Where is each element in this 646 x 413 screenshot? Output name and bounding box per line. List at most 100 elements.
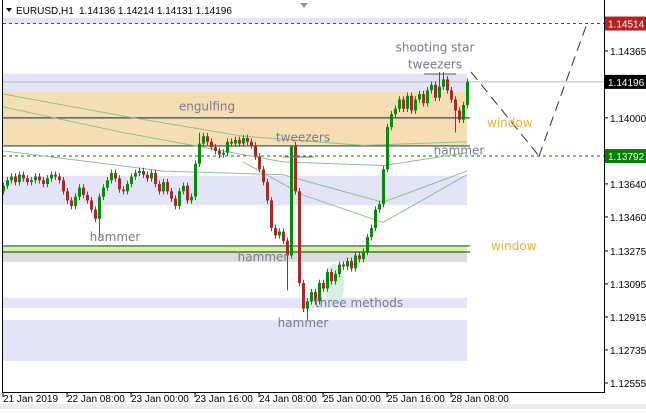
chart-shift-marker (300, 3, 308, 8)
price-tick-label: 1.13275 (610, 247, 646, 258)
moving-average-line (242, 161, 468, 223)
annotation-hammer: hammer (434, 144, 485, 158)
candle-body (278, 231, 281, 236)
candle-body (234, 139, 237, 144)
candle-body (222, 152, 225, 155)
candle-body (286, 240, 289, 256)
candle-body (74, 196, 77, 206)
candle-body (410, 95, 413, 111)
candle-body (154, 172, 157, 184)
time-tick-label: 25 Jan 16:00 (387, 394, 445, 405)
candle-body (54, 174, 57, 177)
candle-body (122, 189, 125, 192)
candle-body (302, 283, 305, 309)
candle-body (290, 145, 293, 256)
candle-body (330, 271, 333, 282)
candle-body (394, 108, 397, 115)
zone-rect (3, 251, 467, 262)
levels (3, 23, 604, 157)
candles (2, 71, 469, 320)
candle-body (438, 86, 441, 98)
candle-body (226, 141, 229, 153)
candle-body (250, 141, 253, 146)
candle-body (430, 84, 433, 91)
candle-body (254, 145, 257, 157)
level-price-tag (605, 149, 646, 164)
annotation-hammer: hammer (238, 250, 289, 264)
candle-body (442, 79, 445, 87)
candle-body (182, 185, 185, 192)
zone-rect (3, 320, 467, 361)
candle-body (422, 94, 425, 104)
candle-body (266, 182, 269, 201)
candle-body (46, 178, 49, 184)
candle-body (38, 176, 41, 181)
candle-body (150, 172, 153, 179)
candle-body (70, 200, 73, 206)
candle-body (294, 145, 297, 192)
level-price-label: 1.14196 (608, 78, 645, 89)
candle-body (210, 141, 213, 148)
candle-body (218, 150, 221, 155)
moving-average-line (2, 106, 468, 167)
candle-body (98, 196, 101, 219)
candle-body (178, 191, 181, 206)
candle-body (406, 95, 409, 109)
candle-body (462, 105, 465, 120)
candle-body (186, 185, 189, 201)
candle-body (298, 191, 301, 283)
candle-body (2, 185, 5, 192)
candle-body (338, 264, 341, 274)
candle-body (346, 260, 349, 267)
candle-body (450, 90, 453, 100)
candle-body (366, 237, 369, 252)
candle-body (14, 176, 17, 183)
candle-body (6, 180, 9, 186)
candle-body (314, 292, 317, 302)
time-tick-label: 21 Jan 2019 (3, 394, 58, 405)
candle-body (130, 176, 133, 184)
candle-body (282, 231, 285, 241)
candle-body (198, 143, 201, 164)
candle-body (10, 176, 13, 181)
annotations: engulfing tweezers shooting star tweezers ha… (90, 40, 537, 330)
candle-body (30, 180, 33, 183)
candle-body (26, 178, 29, 183)
annotation-hammer: hammer (278, 316, 329, 330)
annotation-hammer: hammer (90, 230, 141, 244)
candle-body (42, 180, 45, 184)
candle-body (214, 147, 217, 151)
time-tick-label: 23 Jan 00:00 (131, 394, 189, 405)
candle-body (170, 191, 173, 199)
bottom-strip (0, 404, 646, 409)
candle-body (378, 204, 381, 210)
candle-body (386, 127, 389, 170)
annotation-three-methods: three methods (315, 296, 403, 310)
price-tick-label: 1.12915 (610, 313, 646, 324)
candle-body (202, 136, 205, 144)
dropdown-triangle-icon[interactable] (6, 8, 12, 12)
price-tick-label: 1.12735 (610, 346, 646, 357)
candle-body (246, 138, 249, 142)
candle-body (354, 255, 357, 269)
annotation-tweezers: tweezers (408, 57, 462, 71)
candle-body (322, 283, 325, 289)
annotation-engulfing: engulfing (179, 100, 235, 114)
candle-body (362, 251, 365, 260)
annotation-shooting-star: shooting star (396, 40, 475, 54)
candle-body (102, 187, 105, 197)
candle-body (326, 271, 329, 289)
zone-rect (3, 73, 467, 92)
price-tick-label: 1.13640 (610, 180, 646, 191)
candle-body (334, 273, 337, 282)
price-tick-label: 1.13460 (610, 213, 646, 224)
symbol-label: EURUSD,H1 (16, 6, 74, 17)
candle-body (146, 174, 149, 179)
candle-body (434, 84, 437, 98)
candle-body (390, 114, 393, 128)
zone-rect (3, 245, 467, 252)
candle-body (134, 172, 137, 177)
candle-body (62, 180, 65, 192)
candle-body (342, 264, 345, 267)
